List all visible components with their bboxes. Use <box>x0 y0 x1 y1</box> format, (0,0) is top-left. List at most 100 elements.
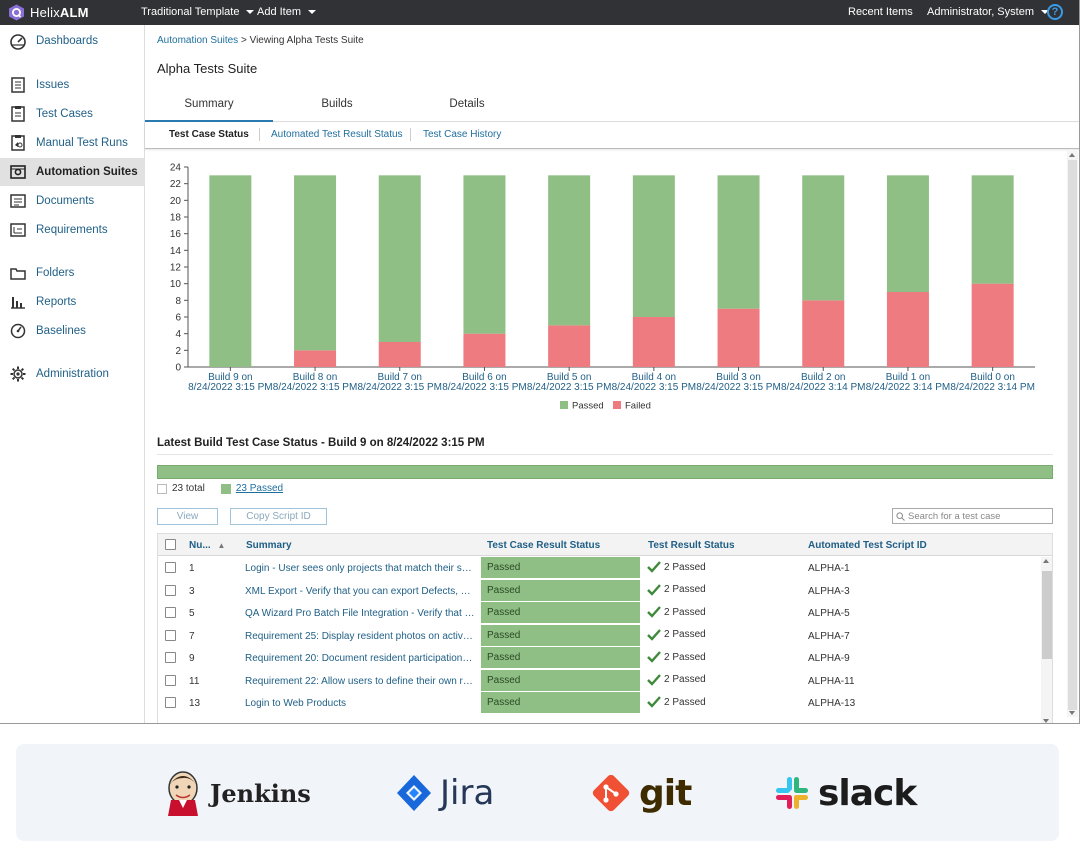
row-test-result-label: 2 Passed <box>664 584 706 595</box>
sidebar-item-folders[interactable]: Folders <box>0 259 145 287</box>
table-row[interactable]: 13 Login to Web Products Passed 2 Passed ALP… <box>158 692 1052 715</box>
table-row[interactable]: 7 Requirement 25: Display resident photos… <box>158 624 1052 648</box>
tab-summary[interactable]: Summary <box>145 92 273 122</box>
table-row[interactable]: 9 Requirement 20: Document resident parti… <box>158 647 1052 670</box>
subtab-automated-test-result-status[interactable]: Automated Test Result Status <box>271 129 403 140</box>
y-tick-label: 20 <box>170 196 182 207</box>
row-summary-link[interactable]: Login to Web Products <box>245 698 346 709</box>
sidebar-item-label: Dashboards <box>36 35 99 47</box>
select-all-checkbox[interactable] <box>165 539 176 550</box>
bar-passed <box>548 175 591 326</box>
chevron-down-icon <box>1040 10 1049 14</box>
row-summary-link[interactable]: QA Wizard Pro Batch File Integration - V… <box>245 608 475 619</box>
subtab-test-case-status[interactable]: Test Case Status <box>169 129 249 140</box>
y-tick-label: 0 <box>175 363 181 374</box>
total-count: 23 total <box>172 483 205 494</box>
row-checkbox[interactable] <box>165 584 176 596</box>
user-menu-label: Administrator, System <box>927 6 1034 18</box>
table-row[interactable]: 11 Requirement 22: Allow users to define … <box>158 669 1052 693</box>
row-summary-link[interactable]: Requirement 22: Allow users to define th… <box>245 675 475 687</box>
row-number: 7 <box>189 630 195 642</box>
git-label: git <box>639 772 692 814</box>
scroll-up-icon[interactable] <box>1069 153 1075 157</box>
row-summary-link[interactable]: Requirement 25: Display resident photos … <box>245 630 475 642</box>
bar-passed <box>802 175 845 301</box>
column-header-number[interactable]: Nu... ▲ <box>189 540 225 551</box>
scroll-down-icon[interactable] <box>1043 719 1049 723</box>
x-tick-label: 8/24/2022 3:14 PM <box>781 382 866 393</box>
row-checkbox[interactable] <box>165 607 176 618</box>
automation-suites-icon <box>9 163 27 181</box>
bar-failed <box>971 283 1014 367</box>
row-test-result-label: 2 Passed <box>664 561 706 573</box>
content-scrollbar[interactable] <box>1067 151 1078 717</box>
breadcrumb-link-automation-suites[interactable]: Automation Suites <box>157 35 239 46</box>
table-row[interactable]: 1 Login - User sees only projects that ma… <box>158 557 1052 580</box>
recent-items-menu[interactable]: Recent Items <box>848 6 913 18</box>
slack-label: slack <box>818 772 917 814</box>
row-checkbox[interactable] <box>165 629 176 641</box>
row-checkbox[interactable] <box>165 652 176 663</box>
row-checkbox[interactable] <box>165 562 176 573</box>
grid-header: Nu... ▲ Summary Test Case Result Status … <box>158 534 1052 556</box>
breadcrumb-current: Viewing Alpha Tests Suite <box>249 35 364 46</box>
subtab-test-case-history[interactable]: Test Case History <box>423 129 502 140</box>
sidebar-item-automation-suites[interactable]: Automation Suites <box>0 158 145 186</box>
row-test-result-label: 2 Passed <box>664 629 706 640</box>
sidebar-item-requirements[interactable]: Requirements <box>0 216 145 244</box>
subtab-divider <box>410 128 411 141</box>
jira-label: Jira <box>440 773 495 813</box>
view-button[interactable]: View <box>157 508 218 525</box>
column-header-automated-test-script-id[interactable]: Automated Test Script ID <box>808 540 927 551</box>
sidebar-item-test-cases[interactable]: Test Cases <box>0 100 145 128</box>
copy-script-id-button[interactable]: Copy Script ID <box>230 508 327 525</box>
row-checkbox[interactable] <box>165 697 176 708</box>
row-test-result-status: 2 Passed <box>647 583 706 596</box>
column-header-summary[interactable]: Summary <box>246 540 292 551</box>
x-tick-label: 8/24/2022 3:15 PM <box>188 382 273 393</box>
legend-swatch-failed <box>613 401 621 409</box>
y-tick-label: 10 <box>170 279 182 290</box>
search-input[interactable]: Search for a test case <box>892 508 1053 524</box>
content-scrollbar-thumb[interactable] <box>1068 160 1077 710</box>
sidebar-item-documents[interactable]: Documents <box>0 187 145 215</box>
scroll-up-icon[interactable] <box>1043 559 1049 563</box>
row-summary-link[interactable]: Requirement 20: Document resident partic… <box>245 653 475 664</box>
bar-failed <box>463 333 506 367</box>
helix-logo[interactable]: HelixALM <box>8 4 89 21</box>
tab-details[interactable]: Details <box>449 98 485 110</box>
column-header-test-case-result-status[interactable]: Test Case Result Status <box>487 540 601 551</box>
sidebar-item-dashboards[interactable]: Dashboards <box>0 27 145 55</box>
sidebar-item-baselines[interactable]: Baselines <box>0 317 145 345</box>
sidebar-item-issues[interactable]: Issues <box>0 71 145 99</box>
tab-builds[interactable]: Builds <box>321 98 353 110</box>
sidebar-item-manual-test-runs[interactable]: Manual Test Runs <box>0 129 145 157</box>
column-header-number-label: Nu... <box>189 540 211 551</box>
column-header-test-result-status[interactable]: Test Result Status <box>648 540 735 551</box>
sidebar-item-label: Manual Test Runs <box>36 137 128 149</box>
row-summary-link[interactable]: Login - User sees only projects that mat… <box>245 563 475 574</box>
help-icon[interactable]: ? <box>1047 4 1063 20</box>
jenkins-label: Jenkins <box>210 778 311 808</box>
table-row[interactable]: 5 QA Wizard Pro Batch File Integration - … <box>158 602 1052 625</box>
row-summary-link[interactable]: XML Export - Verify that you can export … <box>245 585 475 597</box>
check-icon <box>647 628 661 641</box>
user-menu[interactable]: Administrator, System <box>927 6 1049 18</box>
grid-scrollbar[interactable] <box>1041 557 1052 723</box>
sidebar-item-reports[interactable]: Reports <box>0 288 145 316</box>
test-cases-icon <box>9 105 27 123</box>
passed-swatch <box>220 483 231 494</box>
grid-scrollbar-thumb[interactable] <box>1042 571 1052 659</box>
bar-failed <box>717 308 760 367</box>
passed-count-link[interactable]: 23 Passed <box>235 483 284 494</box>
row-checkbox[interactable] <box>165 674 176 686</box>
y-tick-label: 22 <box>170 179 182 190</box>
total-swatch <box>157 483 167 494</box>
sidebar-item-administration[interactable]: Administration <box>0 360 145 388</box>
template-menu[interactable]: Traditional Template <box>141 6 255 18</box>
table-row[interactable]: 3 XML Export - Verify that you can export… <box>158 579 1052 603</box>
y-tick-label: 8 <box>175 296 181 307</box>
scroll-down-icon[interactable] <box>1069 711 1075 715</box>
add-item-menu[interactable]: Add Item <box>257 6 317 18</box>
sidebar-item-label: Automation Suites <box>36 166 138 178</box>
